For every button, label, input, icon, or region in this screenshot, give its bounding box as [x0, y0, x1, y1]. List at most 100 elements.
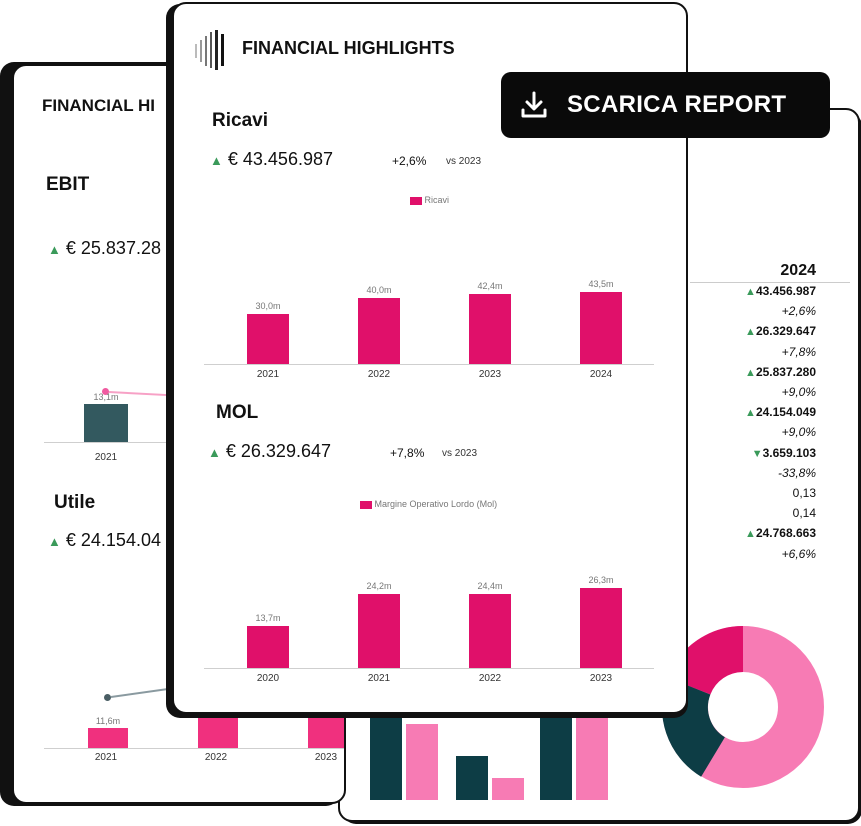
- table-row: +6,6%: [782, 547, 816, 561]
- front-title: FINANCIAL HIGHLIGHTS: [242, 38, 455, 58]
- utile-bar: [198, 718, 238, 748]
- table-row: +2,6%: [782, 304, 816, 318]
- ricavi-value-row: ▲ € 43.456.987: [210, 149, 333, 170]
- grouped-bar: [540, 710, 572, 800]
- bars-logo-icon: [195, 30, 224, 70]
- table-cell-value: +9,0%: [781, 425, 816, 440]
- table-row: +9,0%: [782, 425, 816, 439]
- ricavi-year-label: 2023: [478, 369, 502, 380]
- up-triangle-icon: ▲: [745, 407, 756, 420]
- table-cell-value: 0,13: [792, 486, 816, 500]
- up-triangle-icon: ▲: [745, 326, 756, 339]
- table-cell-value: 26.329.647: [755, 324, 816, 339]
- table-row: ▲26.329.647: [745, 324, 816, 338]
- utile-value-row: ▲ € 24.154.04: [48, 530, 161, 551]
- up-triangle-icon: ▲: [48, 534, 61, 549]
- ebit-label: EBIT: [46, 174, 90, 195]
- ricavi-bar-label: 40,0m: [366, 285, 392, 295]
- table-row: 0,13: [793, 486, 816, 500]
- utile-year: 2023: [314, 752, 338, 763]
- table-cell-value: 43.456.987: [755, 284, 816, 298]
- mol-bar: [469, 594, 511, 668]
- mol-legend-label: Margine Operativo Lordo (Mol): [374, 499, 498, 509]
- mol-value: € 26.329.647: [225, 441, 331, 461]
- back-left-title: FINANCIAL HI: [42, 96, 156, 115]
- download-icon: [521, 91, 547, 118]
- grouped-bar: [576, 710, 608, 800]
- mol-label: MOL: [216, 402, 259, 423]
- ricavi-label: Ricavi: [212, 110, 268, 131]
- ricavi-bar-label: 42,4m: [477, 281, 503, 291]
- download-report-label: SCARICA REPORT: [567, 91, 787, 118]
- ebit-bar-label: 13,1m: [93, 392, 119, 402]
- ricavi-change: +2,6%: [392, 154, 427, 168]
- ricavi-bar: [247, 314, 289, 364]
- mol-change: +7,8%: [390, 446, 425, 460]
- mol-year-label: 2023: [589, 673, 613, 684]
- table-cell-value: +9,0%: [781, 385, 816, 399]
- up-triangle-icon: ▲: [208, 445, 221, 460]
- ricavi-vs: vs 2023: [446, 156, 482, 167]
- mol-legend: Margine Operativo Lordo (Mol): [360, 499, 497, 509]
- legend-swatch: [410, 196, 422, 205]
- utile-year: 2022: [204, 752, 228, 763]
- up-triangle-icon: ▲: [745, 286, 756, 298]
- table-cell-value: +7,8%: [781, 344, 816, 359]
- mol-bar-label: 24,4m: [477, 581, 503, 591]
- ricavi-bar-label: 30,0m: [255, 301, 281, 311]
- mol-bar: [247, 626, 289, 668]
- table-cell-value: -33,8%: [777, 465, 816, 480]
- mol-bar-label: 26,3m: [588, 575, 614, 585]
- mol-bar: [358, 594, 400, 668]
- ebit-year: 2021: [94, 452, 118, 463]
- table-cell-value: +2,6%: [781, 304, 816, 319]
- up-triangle-icon: ▲: [745, 366, 756, 379]
- ricavi-legend-label: Ricavi: [424, 195, 450, 205]
- utile-line-marker: [104, 694, 111, 701]
- mol-year-label: 2022: [478, 673, 502, 684]
- up-triangle-icon: ▲: [210, 153, 223, 168]
- table-row: -33,8%: [778, 466, 816, 480]
- table-year-header: 2024: [780, 262, 816, 279]
- utile-label: Utile: [54, 492, 96, 513]
- utile-bar: [88, 728, 128, 748]
- table-cell-value: 0,14: [792, 506, 816, 521]
- ebit-value: € 25.837.28: [65, 238, 161, 258]
- ricavi-bar: [358, 298, 400, 364]
- table-cell-value: 24.768.663: [755, 526, 816, 541]
- ricavi-axis: [204, 364, 654, 365]
- table-cell-value: 24.154.049: [755, 405, 816, 420]
- legend-swatch: [360, 500, 372, 509]
- ricavi-bar: [469, 294, 511, 364]
- mol-year-label: 2021: [367, 673, 391, 684]
- utile-value: € 24.154.04: [65, 530, 161, 550]
- mol-bar: [580, 588, 622, 668]
- table-row: ▲43.456.987: [745, 284, 816, 298]
- table-row: ▲24.154.049: [745, 405, 816, 419]
- ricavi-value: € 43.456.987: [227, 149, 333, 169]
- table-cell-value: 25.837.280: [755, 364, 816, 379]
- table-cell-value: 3.659.103: [762, 445, 816, 460]
- table-row: ▲24.768.663: [745, 526, 816, 540]
- grouped-bar: [456, 756, 488, 800]
- download-report-button[interactable]: SCARICA REPORT: [501, 72, 830, 138]
- mol-bar-label: 24,2m: [366, 581, 392, 591]
- utile-bar: [308, 718, 344, 748]
- ricavi-year-label: 2021: [256, 369, 280, 380]
- ebit-bar: [84, 404, 128, 442]
- ricavi-year-label: 2022: [367, 369, 391, 380]
- mol-axis: [204, 668, 654, 669]
- grouped-bar: [406, 724, 438, 800]
- down-triangle-icon: ▼: [751, 447, 763, 460]
- utile-year: 2021: [94, 752, 118, 763]
- mol-bar-label: 13,7m: [255, 613, 281, 623]
- table-row: ▼3.659.103: [752, 446, 816, 460]
- grouped-bar: [492, 778, 524, 800]
- mol-value-row: ▲ € 26.329.647: [208, 441, 331, 462]
- table-row: +7,8%: [782, 345, 816, 359]
- ebit-line-marker: [102, 388, 109, 395]
- ricavi-bar: [580, 292, 622, 364]
- mol-vs: vs 2023: [442, 448, 478, 459]
- table-cell-value: +6,6%: [781, 546, 816, 561]
- table-row: 0,14: [793, 506, 816, 520]
